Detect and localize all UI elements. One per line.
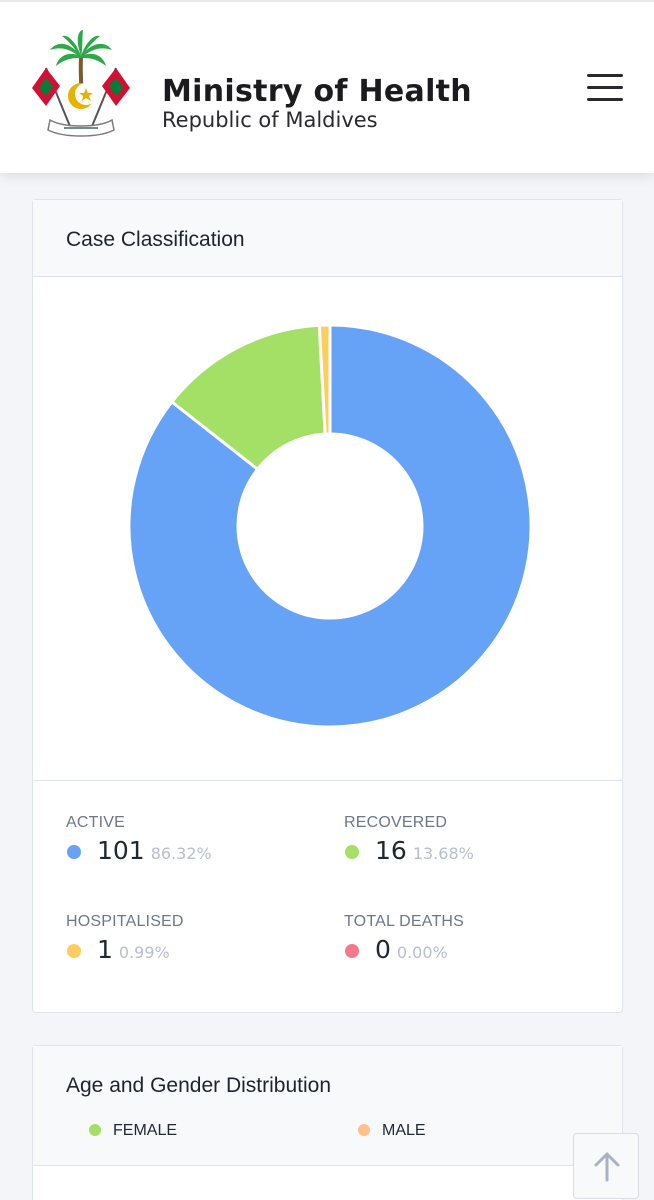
stat-label: HOSPITALISED [66,913,184,930]
card-header: Case Classification [33,200,622,277]
female-dot-icon [89,1124,101,1136]
card-title: Case Classification [66,228,245,251]
stat-label: RECOVERED [344,814,448,831]
active-dot-icon [67,845,81,859]
stat-value: 1 0.99% [97,935,170,964]
site-header: Ministry of Health Republic of Maldives [0,0,654,173]
stat-hospitalised: HOSPITALISED 1 0.99% [66,913,316,973]
site-subtitle: Republic of Maldives [162,108,378,132]
card-title: Age and Gender Distribution [66,1074,331,1097]
donut-slice-hospitalised[interactable] [317,323,332,436]
donut-slice-recovered[interactable] [169,323,327,472]
stat-label: TOTAL DEATHS [344,913,465,930]
recovered-dot-icon [345,845,359,859]
legend-male[interactable]: MALE [358,1122,426,1140]
stat-percent: 13.68% [412,844,474,863]
legend-label: FEMALE [113,1122,178,1139]
stat-percent: 0.99% [118,943,170,962]
male-dot-icon [358,1124,370,1136]
legend-female[interactable]: FEMALE [89,1122,177,1140]
hamburger-menu-icon[interactable] [585,72,625,104]
age-gender-card: Age and Gender Distribution FEMALE MALE [32,1045,623,1200]
case-classification-card: Case Classification ACTIVE 101 86.32% REC… [32,199,623,1013]
deaths-dot-icon [345,944,359,958]
donut-slice-active[interactable] [127,323,533,729]
stat-value: 16 13.68% [375,836,474,865]
stat-percent: 0.00% [396,943,448,962]
card-header: Age and Gender Distribution FEMALE MALE [33,1046,622,1166]
stat-total-deaths: TOTAL DEATHS 0 0.00% [344,913,594,973]
stat-recovered: RECOVERED 16 13.68% [344,814,594,874]
stat-label: ACTIVE [66,814,125,831]
stat-active: ACTIVE 101 86.32% [66,814,316,874]
site-title: Ministry of Health [162,74,472,109]
stat-percent: 86.32% [150,844,212,863]
stat-value: 101 86.32% [97,836,212,865]
donut-chart [33,277,622,781]
maldives-emblem-icon[interactable] [28,28,134,142]
scroll-to-top-button[interactable] [573,1133,639,1199]
hospitalised-dot-icon [67,944,81,958]
stat-value: 0 0.00% [375,935,448,964]
arrow-up-icon [594,1152,620,1182]
legend-label: MALE [382,1122,426,1139]
